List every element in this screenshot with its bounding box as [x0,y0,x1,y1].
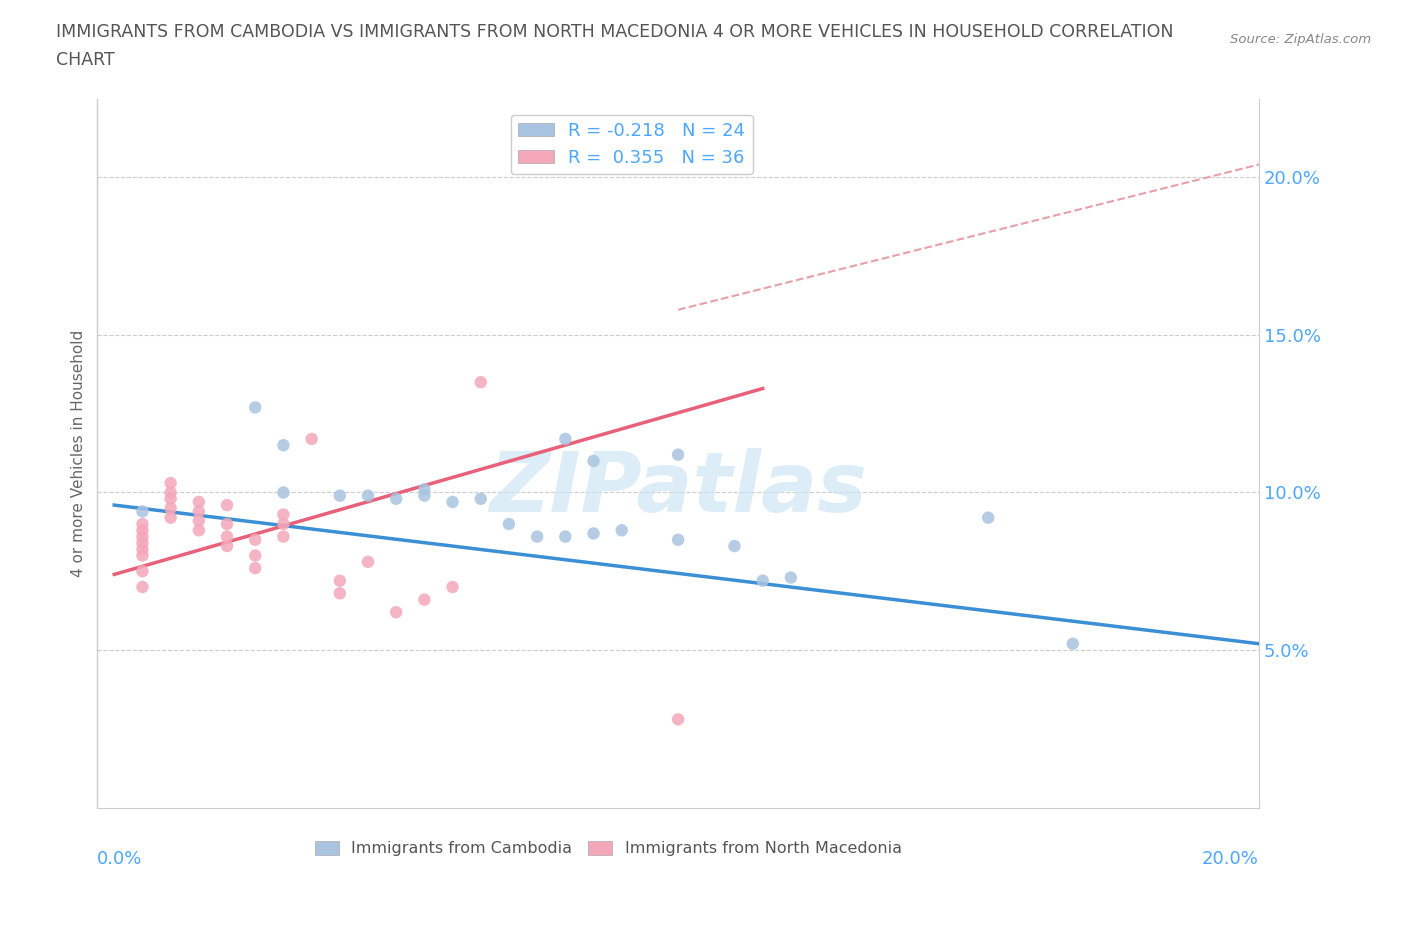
Point [357,488,380,503]
Point [413,592,436,607]
Point [131,523,153,538]
Point [385,604,408,619]
Point [245,548,267,563]
Point [666,532,689,547]
Point [413,488,436,503]
Text: ZIPatlas: ZIPatlas [489,448,868,529]
Point [215,538,238,553]
Point [329,586,352,601]
Point [273,507,295,522]
Point [131,542,153,557]
Point [441,495,464,510]
Point [779,570,801,585]
Point [131,548,153,563]
Text: 0.0%: 0.0% [97,850,143,868]
Point [131,504,153,519]
Point [301,432,323,446]
Text: Source: ZipAtlas.com: Source: ZipAtlas.com [1230,33,1371,46]
Point [526,529,548,544]
Point [131,579,153,594]
Point [245,532,267,547]
Point [977,511,1000,525]
Point [273,485,295,500]
Point [554,432,576,446]
Y-axis label: 4 or more Vehicles in Household: 4 or more Vehicles in Household [72,329,86,577]
Point [159,475,181,490]
Point [131,516,153,531]
Point [245,400,267,415]
Point [610,523,633,538]
Point [751,573,773,588]
Point [582,526,605,541]
Point [187,504,209,519]
Point [385,491,408,506]
Point [666,447,689,462]
Point [159,485,181,500]
Point [215,529,238,544]
Point [187,513,209,528]
Point [131,564,153,578]
Point [245,561,267,576]
Text: CHART: CHART [56,51,115,69]
Legend: Immigrants from Cambodia, Immigrants from North Macedonia: Immigrants from Cambodia, Immigrants fro… [315,841,903,857]
Point [329,488,352,503]
Point [666,711,689,726]
Point [470,491,492,506]
Text: 20.0%: 20.0% [1202,850,1258,868]
Point [159,501,181,516]
Point [413,482,436,497]
Point [441,579,464,594]
Point [131,529,153,544]
Point [554,529,576,544]
Point [357,554,380,569]
Point [470,375,492,390]
Point [582,454,605,469]
Point [723,538,745,553]
Point [215,498,238,512]
Point [1062,636,1084,651]
Point [273,516,295,531]
Point [187,523,209,538]
Point [159,491,181,506]
Point [273,529,295,544]
Text: IMMIGRANTS FROM CAMBODIA VS IMMIGRANTS FROM NORTH MACEDONIA 4 OR MORE VEHICLES I: IMMIGRANTS FROM CAMBODIA VS IMMIGRANTS F… [56,23,1174,41]
Point [215,516,238,531]
Point [131,536,153,551]
Point [273,438,295,453]
Point [187,495,209,510]
Point [329,573,352,588]
Point [498,516,520,531]
Point [159,511,181,525]
